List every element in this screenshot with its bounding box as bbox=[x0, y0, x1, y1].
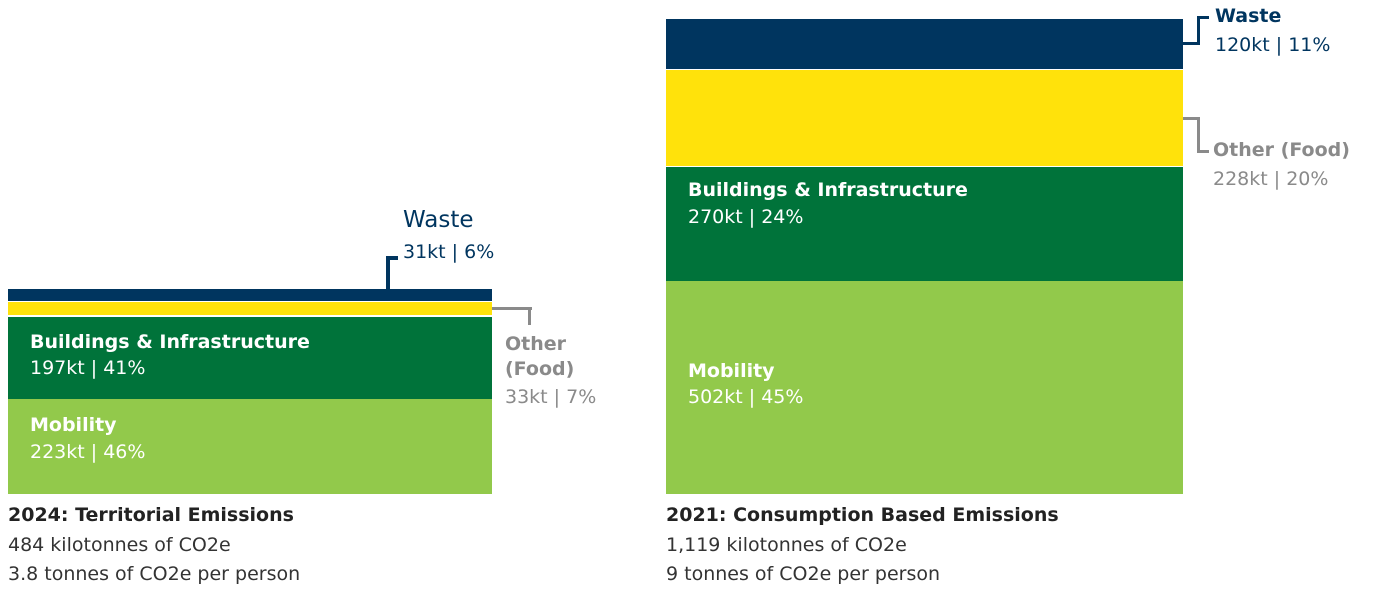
chart-caption: 9 tonnes of CO2e per person bbox=[666, 563, 941, 585]
segment-label: Buildings & Infrastructure 197kt | 41% bbox=[30, 330, 310, 381]
chart-subtitle: 484 kilotonnes of CO2e bbox=[8, 534, 231, 556]
bar-segment bbox=[8, 315, 492, 400]
bar-segment bbox=[666, 280, 1183, 494]
segment-value: 228kt | 20% bbox=[1213, 167, 1329, 190]
segment-label: Mobility 502kt | 45% bbox=[688, 359, 803, 410]
callout-line bbox=[1183, 117, 1200, 120]
callout-line bbox=[528, 307, 531, 325]
segment-name: Buildings & Infrastructure bbox=[688, 178, 968, 201]
callout-line bbox=[1197, 150, 1209, 153]
segment-label: Other (Food) 228kt | 20% bbox=[1213, 138, 1350, 191]
segment-name: Waste bbox=[403, 207, 474, 233]
bar-segment bbox=[666, 18, 1183, 69]
callout-line bbox=[386, 258, 390, 290]
segment-value: 270kt | 24% bbox=[688, 205, 804, 228]
segment-label: Mobility 223kt | 46% bbox=[30, 413, 145, 464]
segment-name: Mobility bbox=[688, 359, 775, 382]
callout-line bbox=[1183, 42, 1200, 45]
bar-segment bbox=[8, 399, 492, 494]
callout-line bbox=[1197, 16, 1200, 45]
bar-segment bbox=[666, 69, 1183, 166]
chart-title: 2021: Consumption Based Emissions bbox=[666, 504, 1059, 526]
segment-name: Other (Food) bbox=[505, 333, 575, 380]
segment-value: 502kt | 45% bbox=[688, 386, 804, 409]
segment-label: Waste 31kt | 6% bbox=[403, 206, 494, 265]
segment-value: 33kt | 7% bbox=[505, 386, 597, 409]
segment-name: Other (Food) bbox=[1213, 139, 1350, 161]
segment-value: 31kt | 6% bbox=[403, 240, 495, 263]
segment-name: Mobility bbox=[30, 414, 117, 437]
callout-line bbox=[386, 256, 398, 260]
callout-line bbox=[1197, 117, 1200, 153]
segment-label: Waste 120kt | 11% bbox=[1215, 4, 1330, 57]
bar-segment bbox=[666, 165, 1183, 281]
segment-value: 223kt | 46% bbox=[30, 440, 146, 463]
segment-label: Other (Food) 33kt | 7% bbox=[505, 332, 605, 410]
segment-name: Waste bbox=[1215, 5, 1282, 27]
bar-segment bbox=[8, 301, 492, 316]
segment-label: Buildings & Infrastructure 270kt | 24% bbox=[688, 178, 968, 229]
chart-subtitle: 1,119 kilotonnes of CO2e bbox=[666, 534, 907, 556]
segment-value: 197kt | 41% bbox=[30, 357, 146, 380]
callout-line bbox=[1197, 16, 1209, 19]
segment-value: 120kt | 11% bbox=[1215, 33, 1331, 56]
chart-caption: 3.8 tonnes of CO2e per person bbox=[8, 563, 301, 585]
segment-name: Buildings & Infrastructure bbox=[30, 330, 310, 353]
callout-line bbox=[492, 307, 532, 310]
chart-title: 2024: Territorial Emissions bbox=[8, 504, 294, 526]
bar-segment bbox=[8, 288, 492, 302]
